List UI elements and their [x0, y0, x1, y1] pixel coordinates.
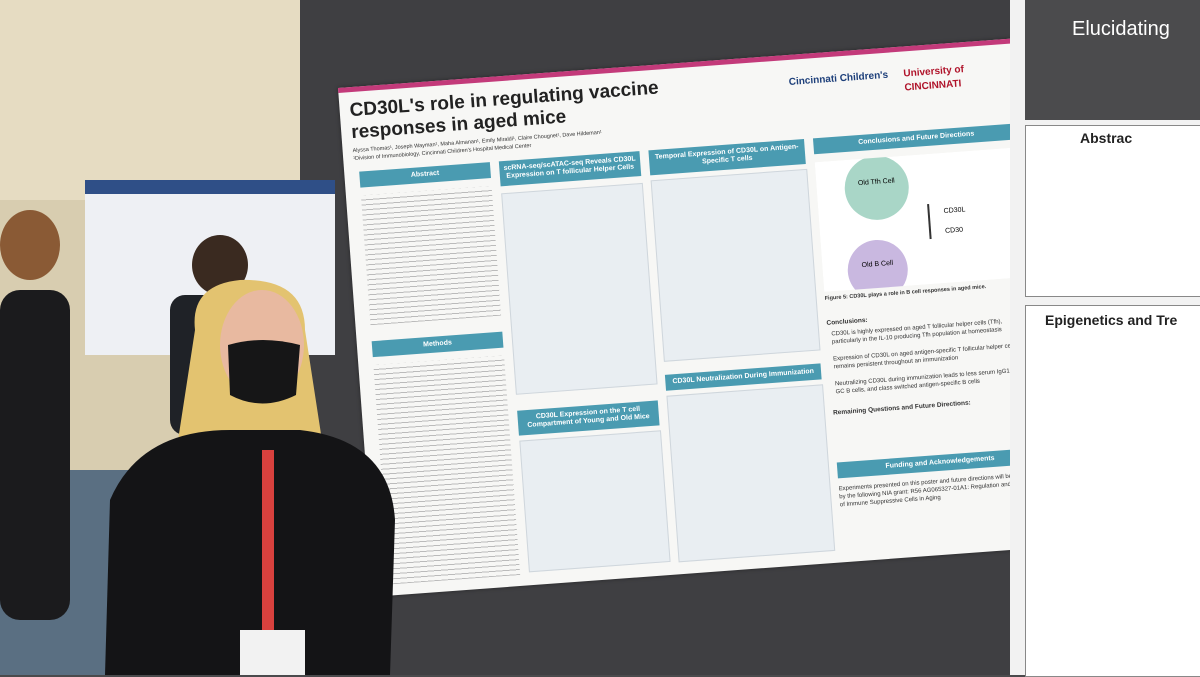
right-abstract-heading: Abstrac: [1080, 130, 1133, 146]
person-head: [192, 235, 248, 295]
right-header: [1025, 0, 1200, 120]
b-cell: [847, 239, 908, 292]
tfh-cell: [844, 155, 909, 220]
shirt: [105, 430, 395, 675]
wall-light: [0, 0, 340, 200]
diagram-label: CD30: [945, 227, 963, 235]
receptor: [927, 204, 932, 240]
lanyard: [262, 450, 274, 650]
right-title: Elucidating: [1072, 18, 1170, 40]
diagram: Old Tfh Cell CD30L CD30 Old B Cell: [814, 147, 1029, 292]
person-hair: [0, 210, 60, 280]
main-poster: CD30L's role in regulating vaccine respo…: [338, 38, 1054, 597]
right-abstract: [1025, 125, 1200, 297]
right-section: [1025, 305, 1200, 677]
diagram-label: CD30L: [943, 206, 965, 215]
diagram-label: Old B Cell: [861, 260, 893, 269]
far-poster-header: [85, 180, 335, 194]
person-dress: [0, 290, 70, 620]
right-poster: Elucidating Abstrac Epigenetics and Tre: [1010, 0, 1200, 677]
badge: [240, 630, 305, 675]
right-section-heading: Epigenetics and Tre: [1045, 312, 1178, 328]
diagram-label: Old Tfh Cell: [858, 177, 896, 187]
mask: [228, 340, 300, 404]
